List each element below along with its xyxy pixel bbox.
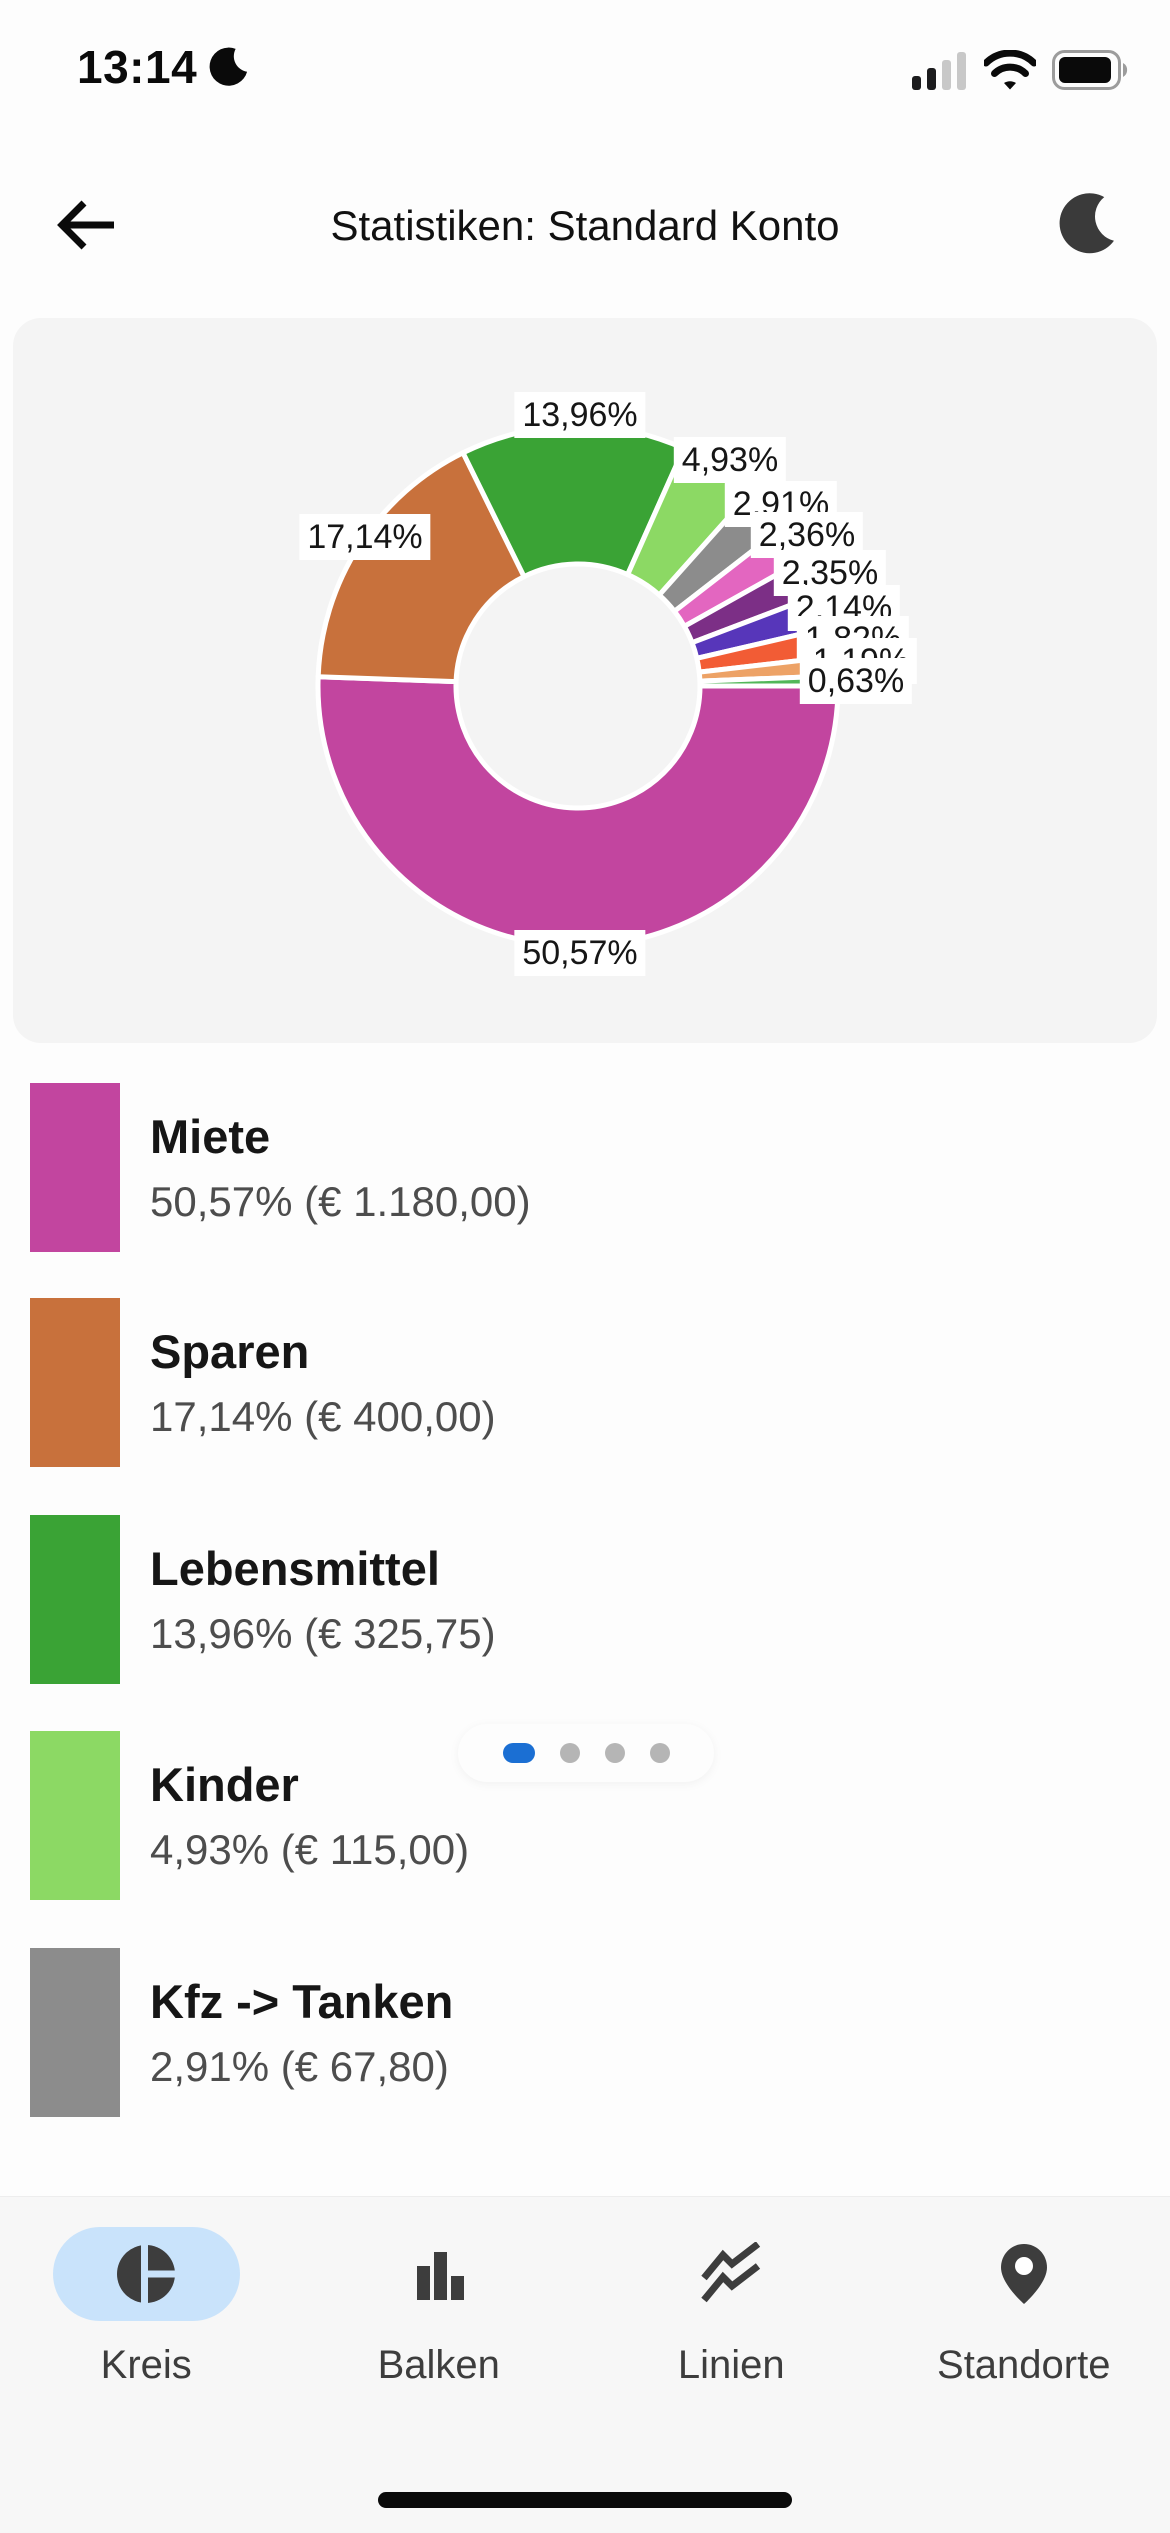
legend-category-name: Kinder xyxy=(150,1757,469,1812)
bottom-tab-bar: Kreis Balken Linien Standorte xyxy=(0,2196,1170,2533)
tab-label: Kreis xyxy=(101,2343,192,2388)
legend-category-value: 4,93% (€ 115,00) xyxy=(150,1826,469,1874)
line-chart-icon xyxy=(699,2242,763,2306)
slice-percent-label: 17,14% xyxy=(299,514,430,560)
tab-balken[interactable]: Balken xyxy=(293,2197,586,2533)
page-indicator[interactable] xyxy=(458,1724,714,1782)
chart-card: 50,57%17,14%13,96%4,93%2,91%2,36%2,35%2,… xyxy=(13,318,1157,1043)
legend-color-swatch xyxy=(30,1948,120,2117)
pager-dot[interactable] xyxy=(560,1743,580,1763)
tab-icon-pill xyxy=(53,2227,240,2321)
tab-standorte[interactable]: Standorte xyxy=(878,2197,1170,2533)
tab-kreis[interactable]: Kreis xyxy=(0,2197,293,2533)
legend-color-swatch xyxy=(30,1515,120,1684)
page-title: Statistiken: Standard Konto xyxy=(0,202,1170,250)
pager-dot[interactable] xyxy=(650,1743,670,1763)
slice-percent-label: 13,96% xyxy=(514,392,645,438)
legend-category-value: 17,14% (€ 400,00) xyxy=(150,1393,496,1441)
legend-category-value: 2,91% (€ 67,80) xyxy=(150,2043,453,2091)
header: Statistiken: Standard Konto xyxy=(0,168,1170,288)
bar-chart-icon xyxy=(407,2242,471,2306)
pager-dot[interactable] xyxy=(605,1743,625,1763)
legend-row[interactable]: Kinder 4,93% (€ 115,00) xyxy=(30,1731,469,1900)
legend-row[interactable]: Kfz -> Tanken 2,91% (€ 67,80) xyxy=(30,1948,453,2117)
status-bar: 13:14 xyxy=(0,0,1170,110)
legend-row[interactable]: Lebensmittel 13,96% (€ 325,75) xyxy=(30,1515,496,1684)
tab-icon-pill xyxy=(638,2227,825,2321)
battery-icon xyxy=(1052,50,1130,90)
cellular-signal-icon xyxy=(912,50,968,90)
status-time: 13:14 xyxy=(77,40,249,94)
legend-category-name: Kfz -> Tanken xyxy=(150,1974,453,2029)
legend-row[interactable]: Sparen 17,14% (€ 400,00) xyxy=(30,1298,496,1467)
tab-label: Standorte xyxy=(937,2343,1110,2388)
slice-percent-label: 50,57% xyxy=(514,930,645,976)
legend-category-value: 13,96% (€ 325,75) xyxy=(150,1610,496,1658)
tab-linien[interactable]: Linien xyxy=(585,2197,878,2533)
pager-dot-active[interactable] xyxy=(503,1743,535,1763)
legend-category-name: Lebensmittel xyxy=(150,1541,496,1596)
wifi-icon xyxy=(984,50,1036,90)
home-indicator[interactable] xyxy=(378,2492,792,2508)
legend-color-swatch xyxy=(30,1731,120,1900)
legend-category-name: Miete xyxy=(150,1109,531,1164)
legend-row[interactable]: Miete 50,57% (€ 1.180,00) xyxy=(30,1083,531,1252)
dark-mode-toggle[interactable] xyxy=(1052,186,1124,264)
tab-icon-pill xyxy=(345,2227,532,2321)
legend-color-swatch xyxy=(30,1083,120,1252)
legend-category-value: 50,57% (€ 1.180,00) xyxy=(150,1178,531,1226)
pie-chart-icon xyxy=(114,2242,178,2306)
slice-percent-label: 4,93% xyxy=(674,437,786,483)
tab-label: Balken xyxy=(378,2343,500,2388)
donut-slice-miete[interactable] xyxy=(318,677,838,946)
status-icons xyxy=(912,48,1130,92)
tab-label: Linien xyxy=(678,2343,785,2388)
focus-moon-icon xyxy=(207,46,249,88)
legend-color-swatch xyxy=(30,1298,120,1467)
slice-percent-label: 0,63% xyxy=(800,658,912,704)
tab-icon-pill xyxy=(930,2227,1117,2321)
map-pin-icon xyxy=(992,2242,1056,2306)
legend-category-name: Sparen xyxy=(150,1324,496,1379)
clock-text: 13:14 xyxy=(77,40,197,94)
